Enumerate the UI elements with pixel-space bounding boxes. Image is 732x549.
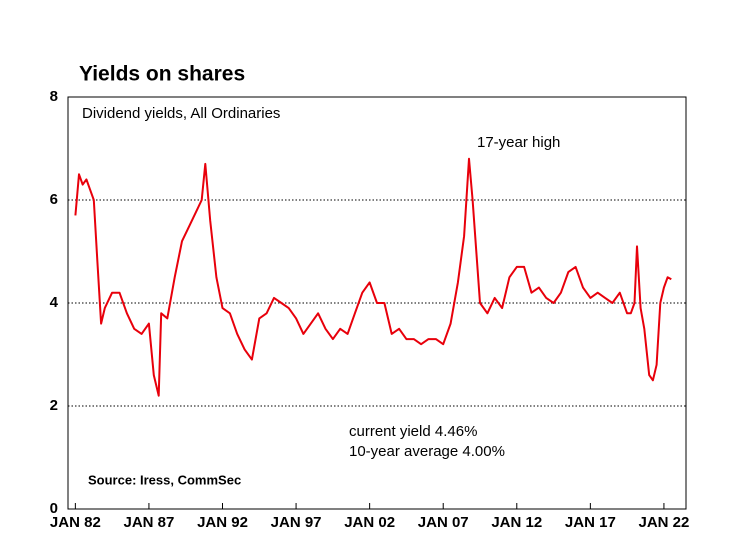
x-tick-label: JAN 82	[50, 514, 101, 531]
subtitle: Dividend yields, All Ordinaries	[82, 105, 280, 122]
chart-title: Yields on shares	[79, 63, 245, 86]
x-tick-label: JAN 07	[418, 514, 469, 531]
x-tick-label: JAN 97	[271, 514, 322, 531]
x-tick-label: JAN 87	[123, 514, 174, 531]
annotation: current yield 4.46%	[349, 423, 477, 440]
data-line	[74, 157, 672, 397]
x-tick-label: JAN 22	[638, 514, 689, 531]
y-tick-label: 6	[50, 191, 58, 208]
annotation: 10-year average 4.00%	[349, 443, 505, 460]
annotation: 17-year high	[477, 134, 560, 151]
y-tick-label: 8	[50, 88, 58, 105]
x-tick-label: JAN 17	[565, 514, 616, 531]
y-tick-label: 0	[50, 500, 58, 517]
y-tick-label: 4	[50, 294, 59, 311]
source: Source: Iress, CommSec	[88, 472, 241, 487]
y-tick-label: 2	[50, 397, 58, 414]
x-tick-label: JAN 92	[197, 514, 248, 531]
x-tick-label: JAN 12	[491, 514, 542, 531]
x-tick-label: JAN 02	[344, 514, 395, 531]
